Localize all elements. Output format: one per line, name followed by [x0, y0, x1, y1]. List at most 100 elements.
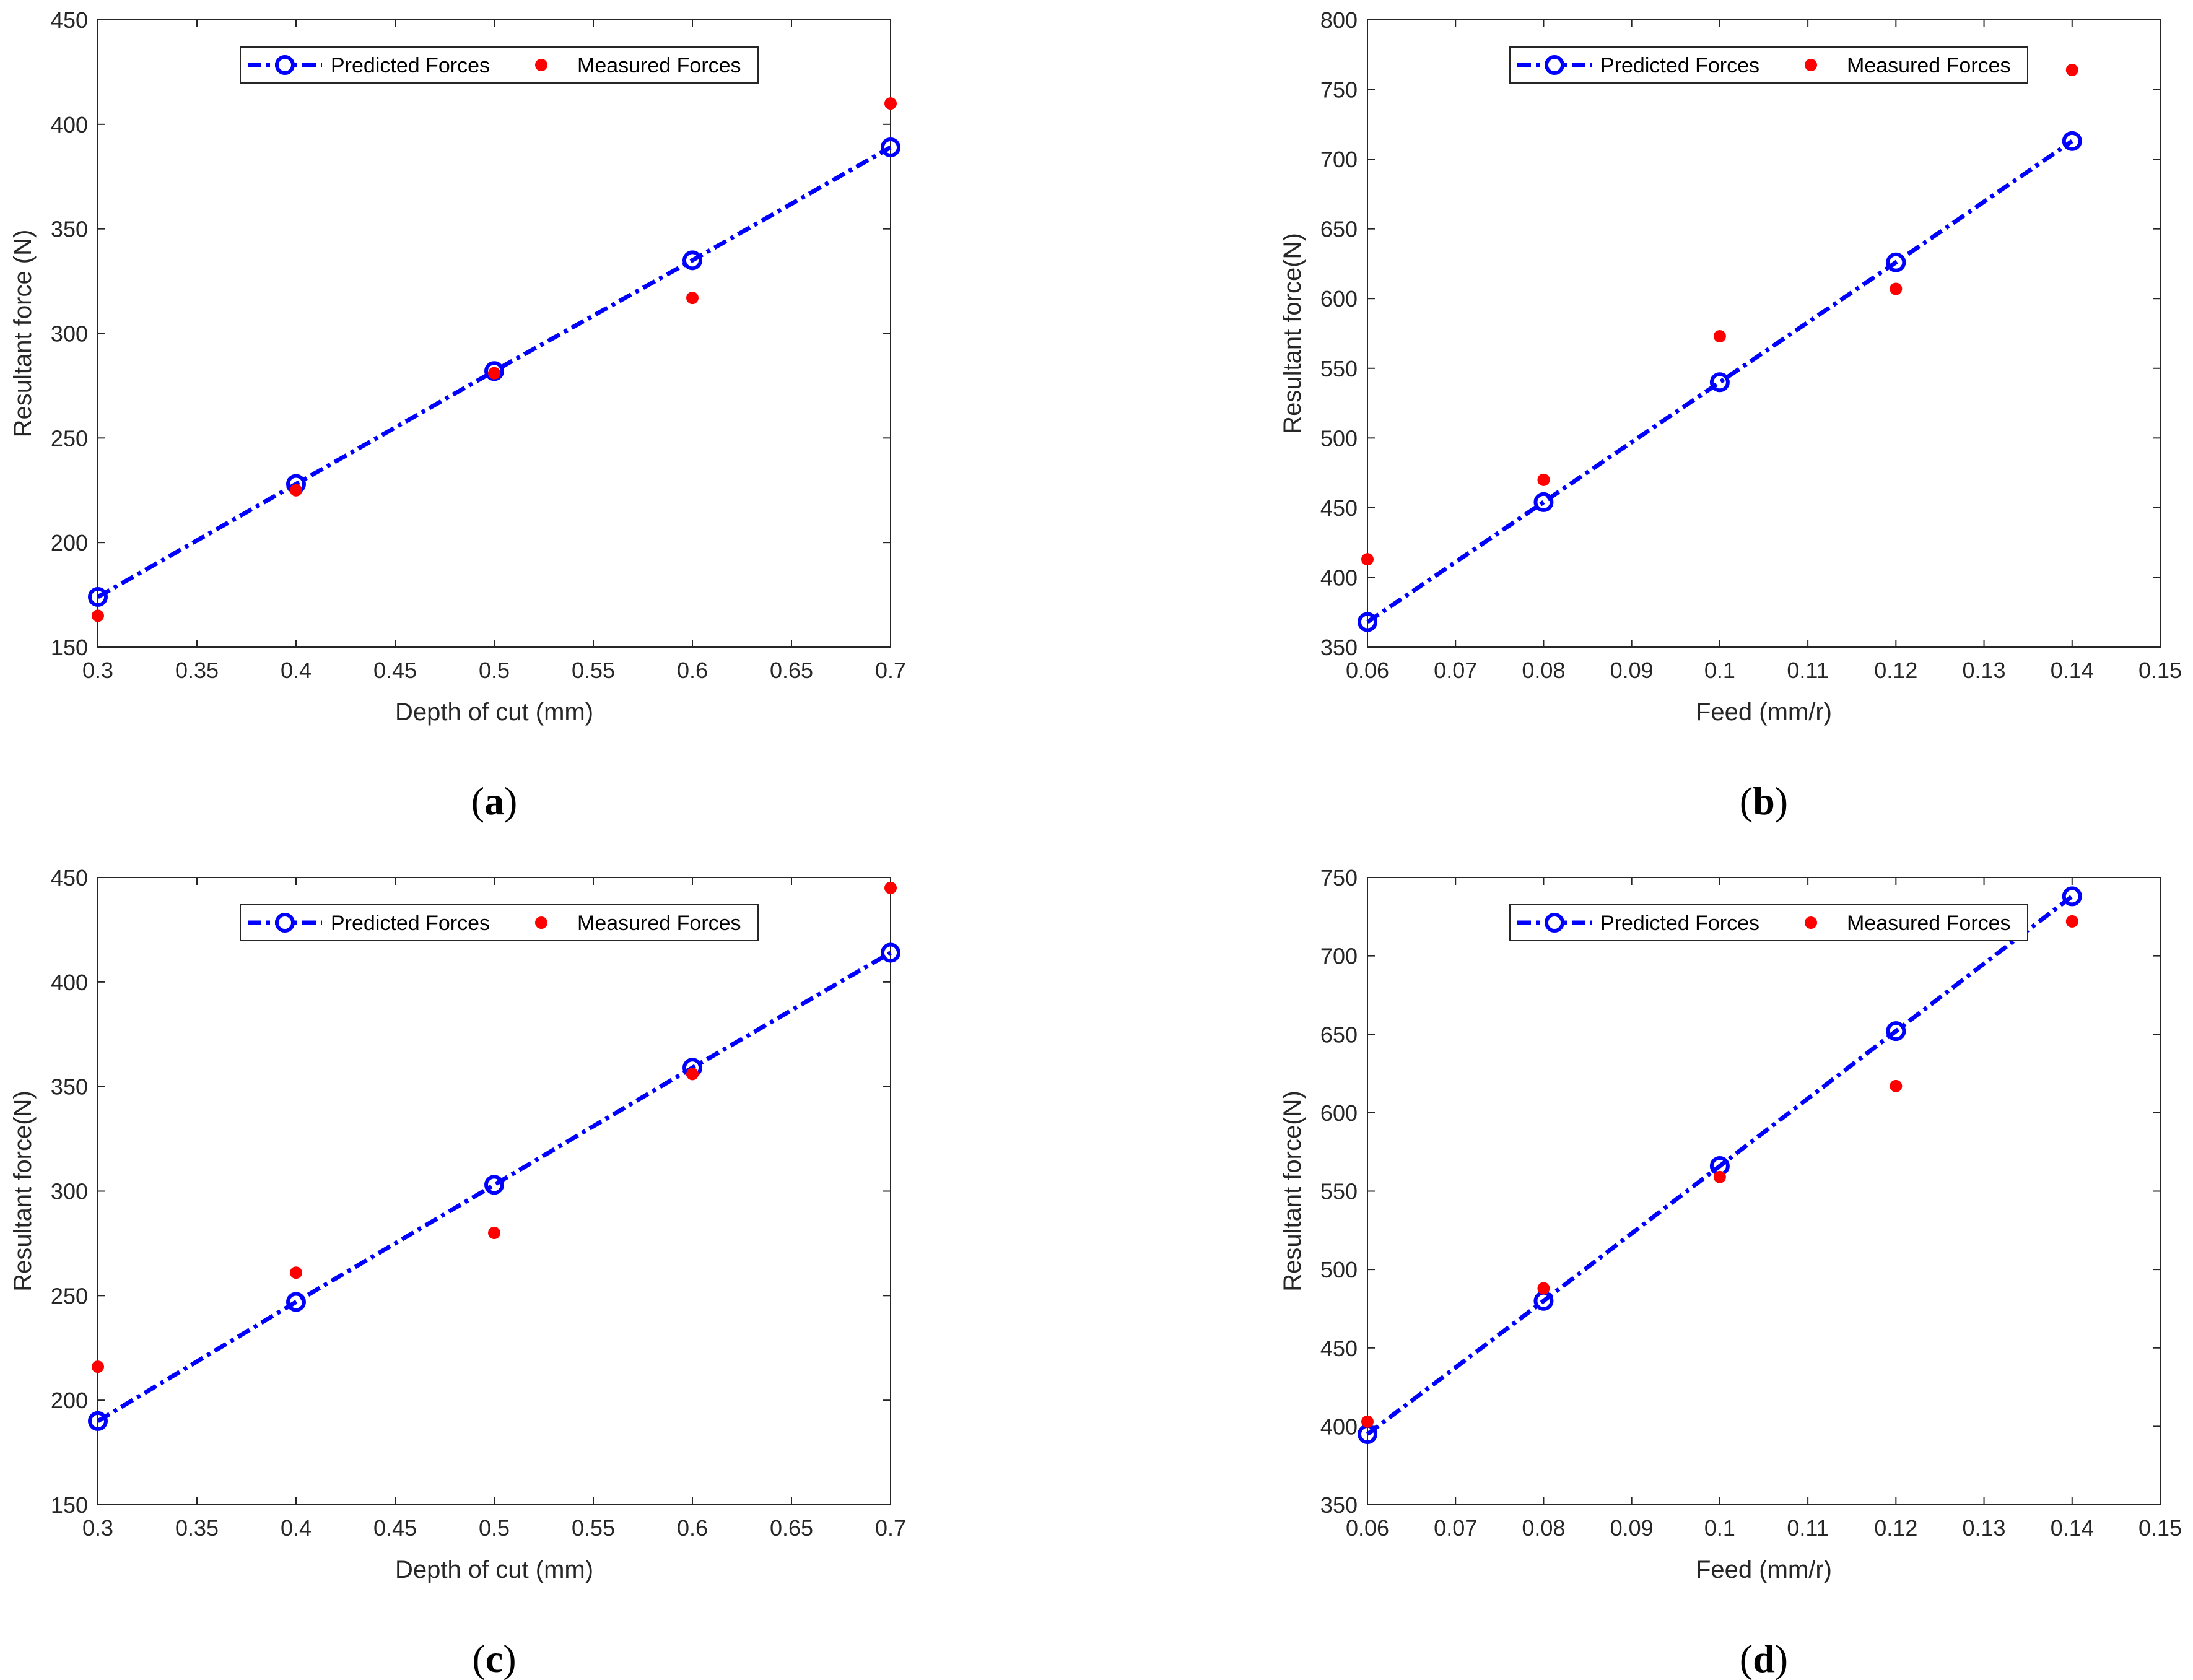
legend-predicted-label: Predicted Forces	[331, 912, 490, 935]
x-tick-label: 0.1	[1704, 1515, 1735, 1541]
x-axis-label: Feed (mm/r)	[1696, 699, 1832, 726]
y-tick-label: 450	[1320, 495, 1358, 521]
x-tick-label: 0.15	[2139, 1515, 2182, 1541]
x-tick-label: 0.07	[1434, 658, 1477, 683]
x-tick-label: 0.12	[1874, 658, 1917, 683]
y-tick-label: 700	[1320, 944, 1358, 969]
x-tick-label: 0.3	[82, 1515, 113, 1541]
measured-point	[1361, 553, 1374, 566]
y-tick-label: 300	[51, 1179, 88, 1204]
y-tick-label: 150	[51, 635, 88, 660]
legend-predicted-label: Predicted Forces	[331, 54, 490, 77]
x-tick-label: 0.14	[2051, 658, 2094, 683]
y-tick-label: 450	[51, 7, 88, 33]
y-tick-label: 300	[51, 321, 88, 347]
y-tick-label: 450	[51, 865, 88, 890]
y-axis-label: Resultant force(N)	[1279, 233, 1306, 434]
x-tick-label: 0.15	[2139, 658, 2182, 683]
x-tick-label: 0.5	[479, 658, 510, 683]
x-tick-label: 0.08	[1522, 1515, 1565, 1541]
x-axis-label: Depth of cut (mm)	[395, 699, 593, 726]
legend-box	[1509, 46, 2028, 84]
legend-measured-marker	[1805, 59, 1817, 71]
x-tick-label: 0.55	[572, 658, 615, 683]
x-tick-label: 0.5	[479, 1515, 510, 1541]
x-tick-label: 0.06	[1346, 1515, 1389, 1541]
legend: Predicted Forces Measured Forces	[1509, 904, 2028, 941]
x-tick-label: 0.65	[770, 658, 813, 683]
legend-measured-label: Measured Forces	[1847, 912, 2011, 935]
y-tick-label: 400	[51, 112, 88, 137]
y-tick-label: 600	[1320, 286, 1358, 311]
panel-label: (d)	[1740, 1637, 1788, 1680]
y-tick-label: 350	[51, 217, 88, 242]
measured-point	[686, 292, 699, 305]
panel-letter: a	[484, 779, 504, 823]
measured-point	[884, 97, 897, 110]
legend-measured-marker	[535, 59, 547, 71]
panel-b: 0.06 0.07 0.08 0.09 0.1 0.11 0.12 0.13 0.14 0.15 3…	[1279, 7, 2182, 823]
predicted-point	[88, 1411, 108, 1431]
y-tick-label: 350	[1320, 1492, 1358, 1518]
measured-point	[1537, 473, 1550, 486]
measured-point	[1713, 1170, 1726, 1183]
measured-point	[92, 1360, 104, 1373]
x-tick-label: 0.35	[175, 658, 219, 683]
x-tick-label: 0.08	[1522, 658, 1565, 683]
legend-measured-label: Measured Forces	[577, 912, 741, 935]
plot-area	[1367, 19, 2161, 648]
y-tick-label: 600	[1320, 1100, 1358, 1126]
x-tick-label: 0.4	[281, 658, 312, 683]
x-tick-label: 0.65	[770, 1515, 813, 1541]
predicted-point	[1886, 1021, 1906, 1042]
predicted-line	[1366, 894, 2073, 1436]
y-tick-label: 400	[1320, 1414, 1358, 1439]
y-tick-label: 750	[1320, 865, 1358, 890]
measured-point	[2065, 915, 2078, 928]
predicted-point	[2062, 886, 2082, 907]
y-axis-label: Resultant force(N)	[9, 1090, 37, 1292]
panel-d: 0.06 0.07 0.08 0.09 0.1 0.11 0.12 0.13 0.14 0.15 3…	[1279, 865, 2182, 1680]
y-tick-label: 350	[51, 1074, 88, 1100]
x-tick-label: 0.06	[1346, 658, 1389, 683]
measured-point	[1890, 282, 1903, 295]
x-tick-label: 0.6	[677, 1515, 708, 1541]
measured-point	[488, 367, 500, 380]
y-tick-label: 250	[51, 1283, 88, 1308]
panel-letter: c	[486, 1637, 503, 1680]
y-axis-label: Resultant force (N)	[9, 230, 37, 438]
panel-a: 0.3 0.35 0.4 0.45 0.5 0.55 0.6 0.65 0.7 150 200 250…	[9, 7, 906, 823]
measured-point	[488, 1227, 500, 1240]
measured-point	[686, 1068, 699, 1081]
y-tick-label: 400	[1320, 565, 1358, 590]
y-tick-label: 700	[1320, 147, 1358, 172]
legend-box	[240, 46, 759, 84]
predicted-point	[881, 942, 900, 963]
x-tick-label: 0.35	[175, 1515, 219, 1541]
x-tick-label: 0.11	[1787, 658, 1828, 683]
legend: Predicted Forces Measured Forces	[240, 46, 759, 84]
predicted-point	[1886, 252, 1906, 272]
x-tick-label: 0.14	[2051, 1515, 2094, 1541]
y-tick-label: 550	[1320, 1179, 1358, 1204]
legend-measured-marker	[1805, 916, 1817, 929]
panel-label: (b)	[1740, 779, 1788, 823]
legend-predicted-marker	[1545, 55, 1564, 75]
y-tick-label: 650	[1320, 217, 1358, 242]
legend-predicted-label: Predicted Forces	[1600, 912, 1759, 935]
panel-c: 0.3 0.35 0.4 0.45 0.5 0.55 0.6 0.65 0.7 150 200 250…	[9, 865, 906, 1680]
y-tick-label: 550	[1320, 356, 1358, 381]
measured-point	[92, 609, 104, 622]
legend-measured-label: Measured Forces	[577, 54, 741, 77]
predicted-line	[97, 951, 892, 1423]
legend-measured-marker	[535, 916, 547, 929]
predicted-line	[1366, 139, 2073, 624]
y-tick-label: 200	[51, 1388, 88, 1413]
predicted-point	[286, 1292, 306, 1312]
measured-point	[1537, 1282, 1550, 1295]
predicted-point	[1358, 612, 1377, 632]
x-tick-label: 0.12	[1874, 1515, 1917, 1541]
legend-predicted-marker	[1545, 913, 1564, 933]
y-tick-label: 400	[51, 970, 88, 995]
